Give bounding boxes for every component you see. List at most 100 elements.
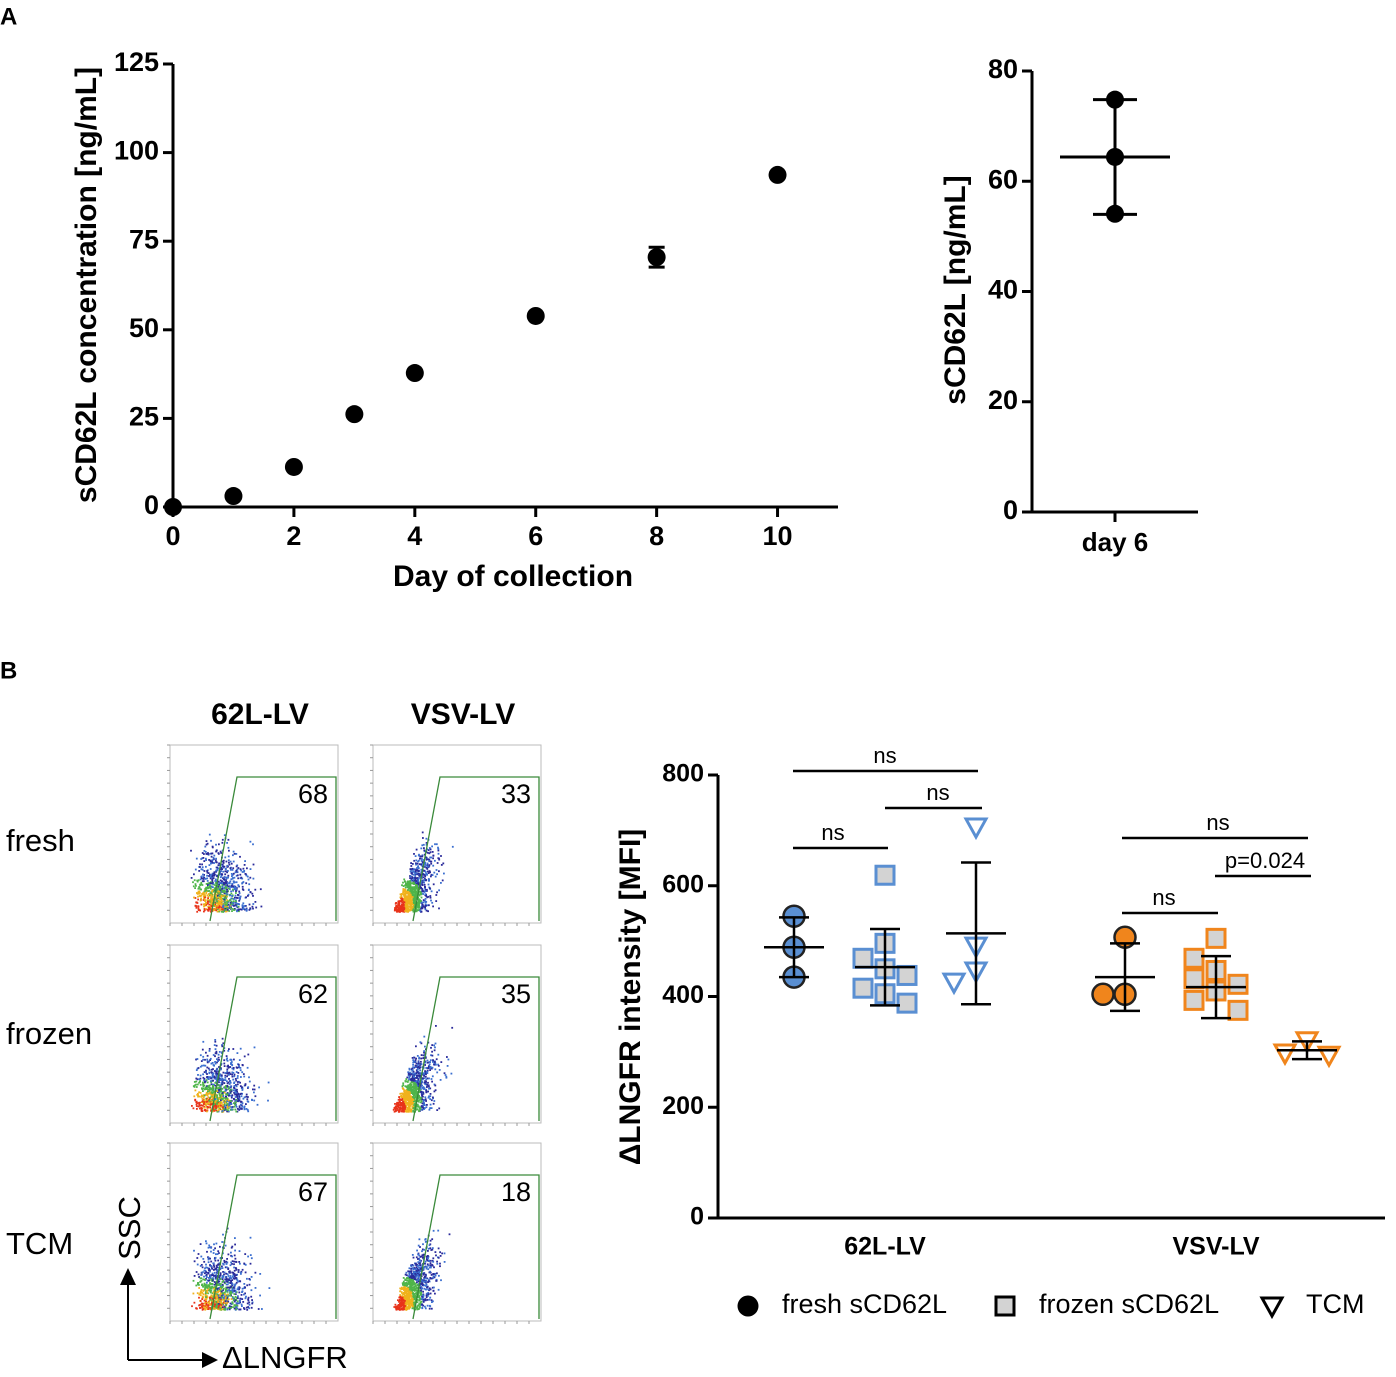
gate bbox=[209, 776, 337, 922]
flow-dot bbox=[254, 901, 257, 903]
flow-dot bbox=[216, 1090, 219, 1092]
flow-dot bbox=[204, 887, 207, 890]
flow-dot bbox=[406, 892, 409, 895]
flow-dot bbox=[209, 887, 212, 890]
flow-dot bbox=[206, 1289, 209, 1292]
flow-dot bbox=[408, 1107, 411, 1110]
flow-dot bbox=[205, 840, 208, 842]
flow-dot bbox=[401, 1109, 404, 1112]
flow-dot bbox=[410, 862, 412, 864]
flow-dot bbox=[422, 1086, 425, 1088]
flow-dot bbox=[406, 1087, 409, 1090]
flow-dot bbox=[410, 1079, 413, 1082]
flow-dot bbox=[213, 902, 216, 905]
flow-dot bbox=[224, 856, 227, 859]
flow-dot bbox=[249, 840, 252, 843]
flow-dot bbox=[407, 1072, 410, 1075]
flow-dot bbox=[425, 895, 428, 898]
flow-dot bbox=[421, 882, 423, 885]
flow-dot bbox=[220, 1294, 223, 1297]
flow-dot bbox=[426, 1077, 429, 1080]
flow-dot bbox=[423, 879, 425, 882]
flow-dot bbox=[225, 1096, 227, 1098]
flow-dot bbox=[230, 1303, 233, 1306]
flow-dot bbox=[418, 893, 420, 896]
flow-dot bbox=[247, 1306, 250, 1308]
flow-dot bbox=[224, 1266, 227, 1269]
flow-dot bbox=[412, 1092, 415, 1094]
flow-dot bbox=[226, 1057, 228, 1060]
flow-dot bbox=[229, 1294, 232, 1297]
flow-dot bbox=[428, 860, 431, 862]
flow-dot bbox=[235, 1267, 237, 1269]
flow-dot bbox=[207, 1258, 210, 1261]
flow-dot bbox=[227, 1300, 230, 1303]
flow-dot bbox=[437, 846, 439, 849]
flow-dot bbox=[219, 850, 222, 853]
flow-dot bbox=[417, 879, 419, 882]
flow-dot bbox=[225, 877, 228, 880]
flow-dot bbox=[232, 886, 235, 889]
flow-dot bbox=[246, 1100, 249, 1103]
flow-dot bbox=[224, 1296, 227, 1298]
flow-dot bbox=[203, 1079, 205, 1082]
flow-dot bbox=[404, 1105, 406, 1108]
flow-dot bbox=[433, 1083, 436, 1086]
flow-dot bbox=[254, 1271, 257, 1274]
flow-dot bbox=[223, 1082, 226, 1084]
flow-dot bbox=[219, 888, 221, 890]
flow-dot bbox=[433, 1090, 436, 1093]
flow-dot bbox=[207, 1272, 209, 1274]
flow-dot bbox=[211, 1068, 213, 1071]
flow-dot bbox=[228, 1281, 231, 1284]
flow-dot bbox=[407, 1096, 409, 1099]
flow-dot bbox=[204, 899, 207, 901]
flow-dot bbox=[443, 872, 445, 875]
flow-dot bbox=[204, 1272, 206, 1275]
flow-dot bbox=[425, 1072, 427, 1075]
flow-dot bbox=[231, 1108, 234, 1111]
flow-dot bbox=[233, 905, 235, 907]
flow-dot bbox=[206, 1058, 209, 1061]
flow-dot bbox=[203, 1299, 206, 1302]
flow-dot bbox=[409, 897, 412, 899]
flow-dot bbox=[417, 867, 420, 869]
flow-dot bbox=[423, 1072, 425, 1075]
flow-dot bbox=[236, 1052, 239, 1054]
flow-dot bbox=[215, 1081, 218, 1084]
flow-dot bbox=[424, 1057, 427, 1059]
flow-dot bbox=[406, 1110, 408, 1113]
flow-dot bbox=[259, 888, 262, 891]
flow-dot bbox=[448, 1233, 451, 1236]
flow-dot bbox=[435, 1058, 438, 1061]
flow-dot bbox=[238, 1080, 240, 1083]
flow-dot bbox=[223, 896, 226, 899]
flow-dot bbox=[419, 899, 421, 902]
flow-dot bbox=[225, 1288, 227, 1291]
flow-dot bbox=[205, 1304, 208, 1306]
flow-dot bbox=[430, 862, 433, 865]
flow-dot bbox=[401, 910, 403, 912]
flow-dot bbox=[226, 908, 229, 911]
flow-dot bbox=[401, 1085, 404, 1088]
flow-dot bbox=[397, 1101, 400, 1104]
flow-dot bbox=[215, 896, 218, 899]
flow-dot bbox=[423, 891, 426, 893]
flow-dot bbox=[221, 888, 224, 890]
flow-dot bbox=[236, 897, 239, 899]
flow-dot bbox=[243, 1308, 246, 1310]
flow-dot bbox=[193, 896, 195, 899]
flow-dot bbox=[198, 1104, 201, 1107]
flow-dot bbox=[218, 903, 221, 905]
flow-dot bbox=[203, 905, 205, 908]
flow-dot bbox=[432, 1096, 434, 1099]
flow-dot bbox=[418, 904, 420, 907]
flow-dot bbox=[247, 1299, 250, 1302]
flow-dot bbox=[217, 892, 219, 895]
flow-dot bbox=[412, 1081, 414, 1084]
flow-dot bbox=[204, 845, 207, 848]
flow-dot bbox=[220, 874, 223, 877]
flow-dot bbox=[423, 1287, 426, 1290]
flow-dot bbox=[246, 1284, 249, 1287]
flow-dot bbox=[403, 1091, 406, 1094]
